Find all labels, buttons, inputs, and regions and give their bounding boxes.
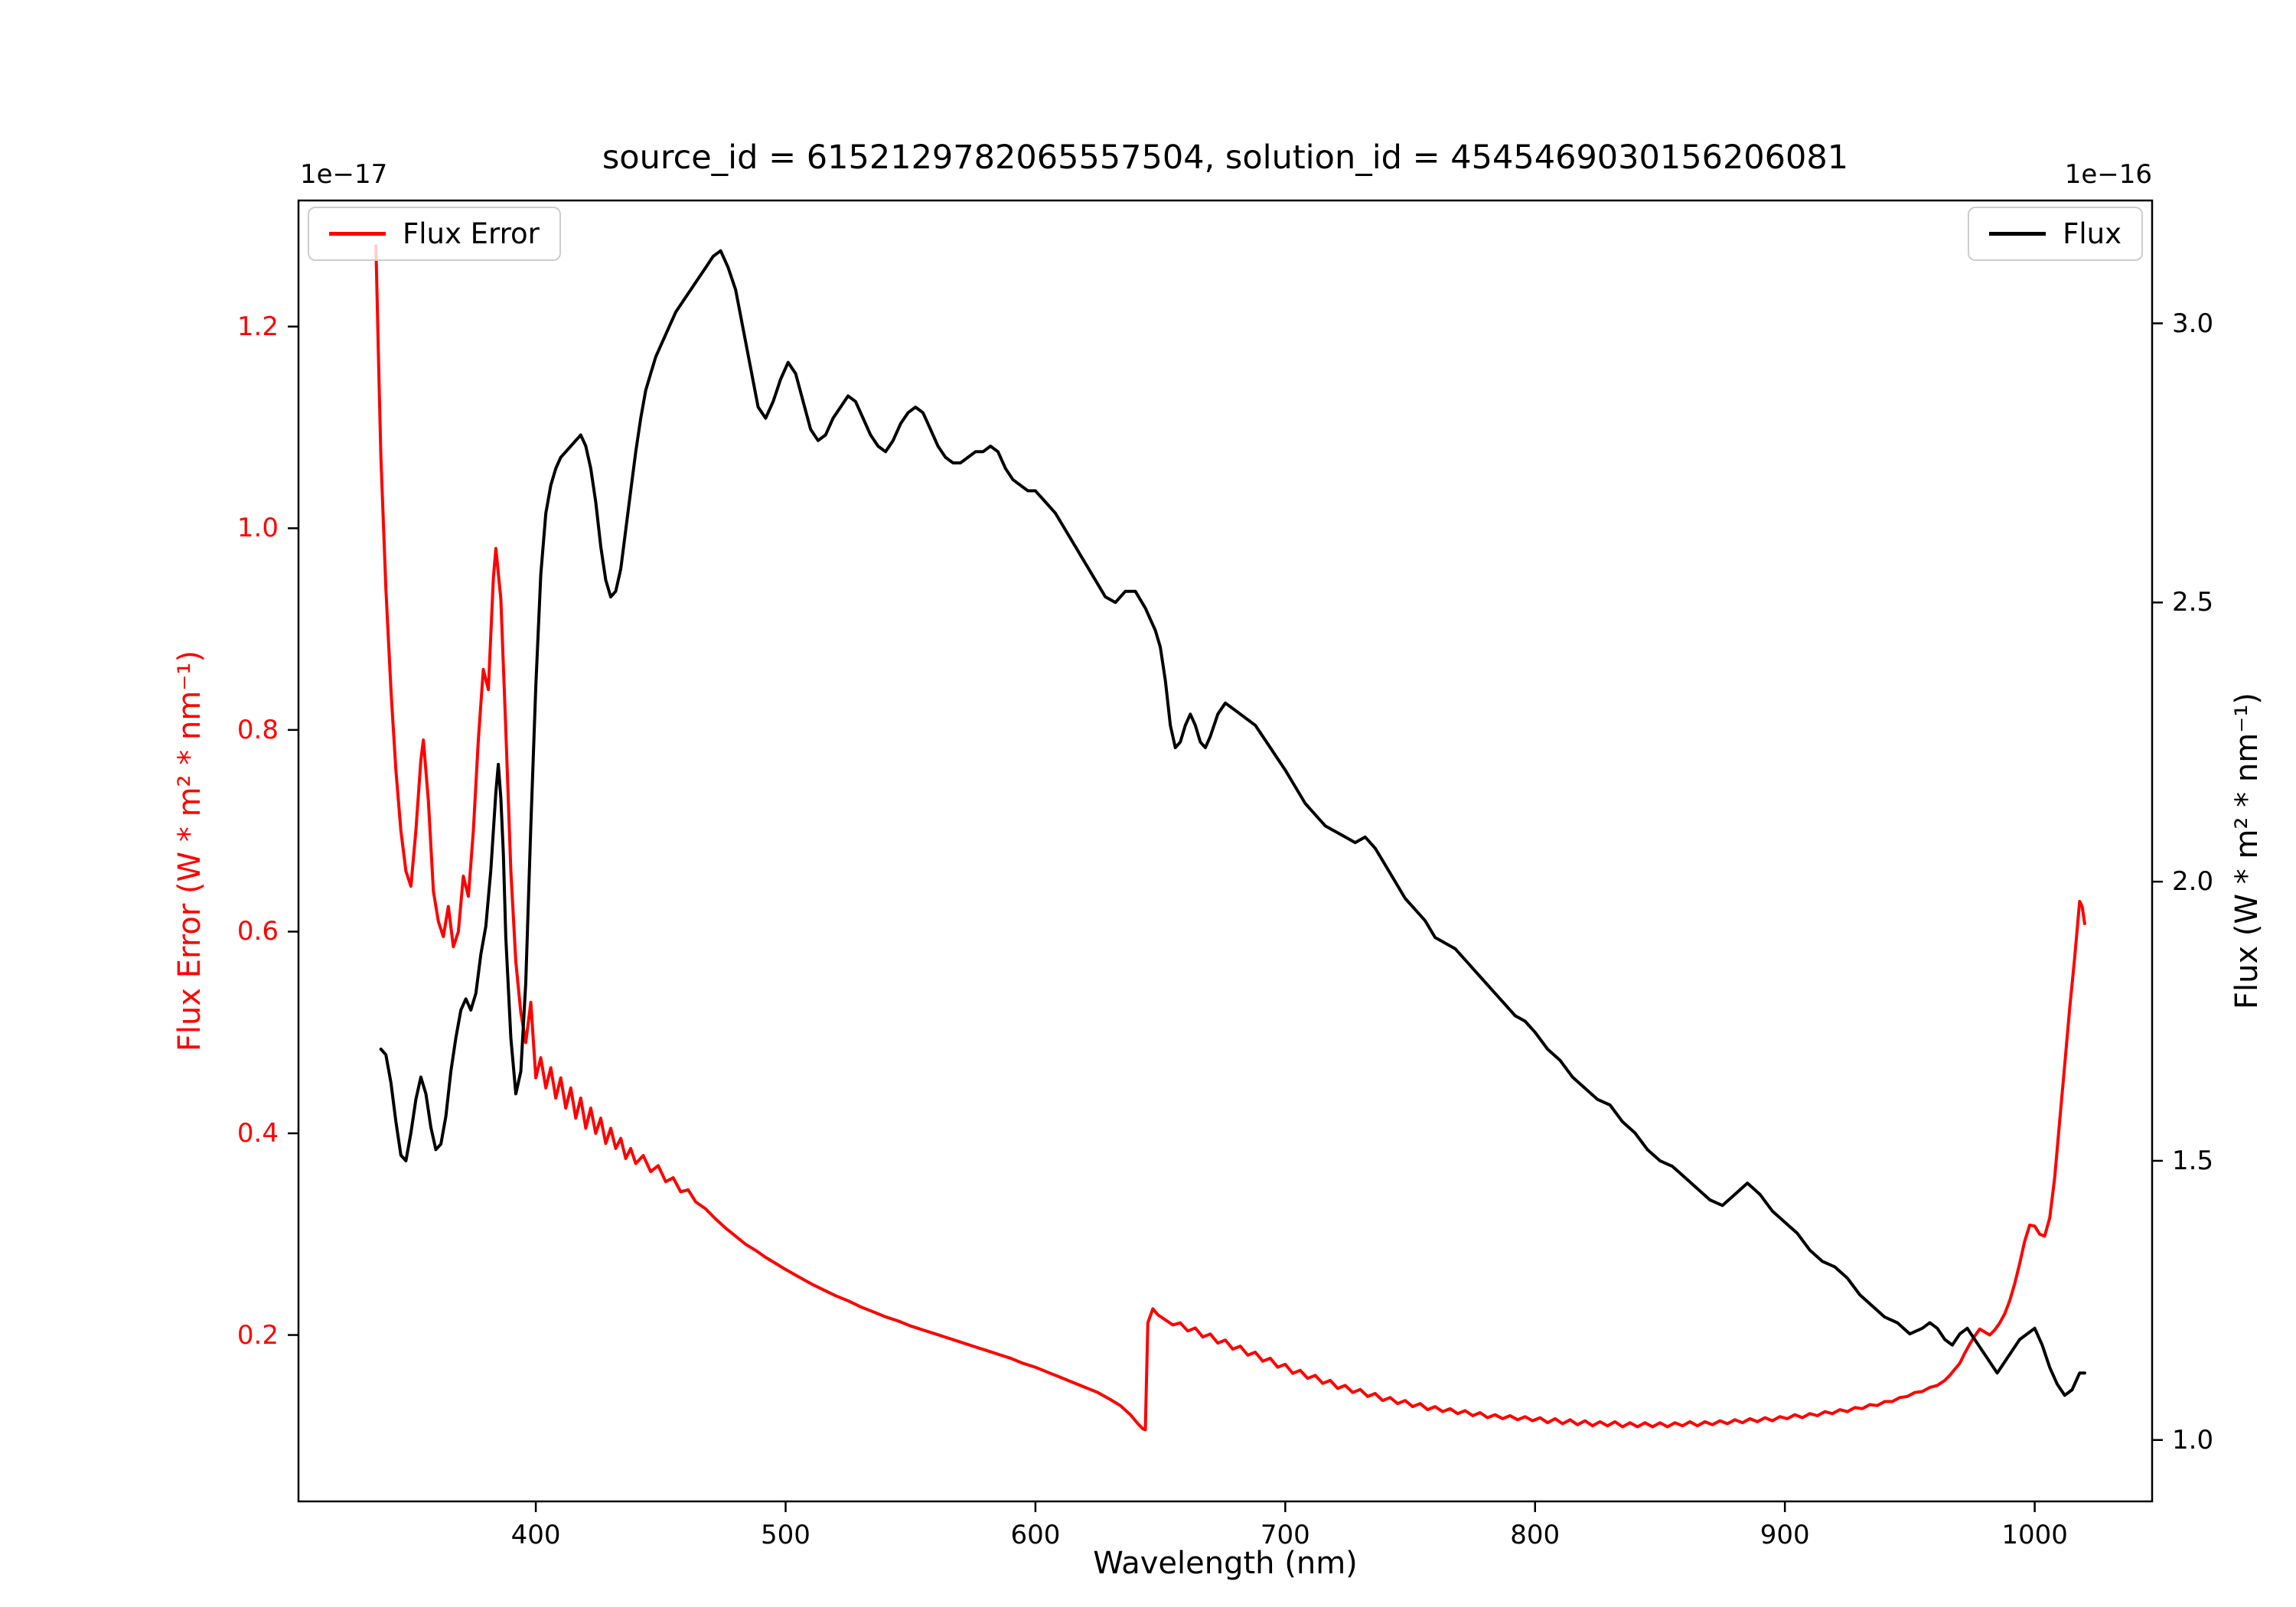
right-y-tick-label: 2.5 [2172,587,2214,618]
x-axis-label: Wavelength (nm) [1093,1546,1358,1581]
flux-legend-label: Flux [2063,217,2122,250]
x-tick-label: 800 [1510,1520,1561,1550]
series-lines [374,244,2086,1432]
flux-error-legend-label: Flux Error [403,217,540,250]
left-y-tick-label: 1.2 [236,311,279,342]
chart-title: source_id = 6152129782065557504, solutio… [602,139,1849,177]
legend-flux: Flux [1968,207,2143,261]
left-y-tick-label: 1.0 [236,513,279,544]
x-tick-label: 700 [1260,1520,1310,1550]
right-y-tick-label: 1.0 [2172,1424,2214,1455]
x-tick-label: 600 [1010,1520,1061,1550]
axes-frame [297,199,2154,1503]
x-tick-label: 500 [761,1520,810,1550]
right-y-tick-label: 2.0 [2172,866,2214,898]
right-y-axis-label: Flux (W * m² * nm⁻¹) [2229,693,2265,1009]
flux-error-line [374,244,2086,1432]
flux-legend-line-sample [1989,232,2047,236]
left-y-tick-label: 0.2 [236,1319,279,1351]
flux-line [379,249,2086,1397]
right-axis-scale-offset: 1e−16 [2064,159,2152,190]
left-y-tick-label: 0.4 [236,1117,279,1149]
flux-error-legend-line-sample [329,232,386,236]
left-y-tick-label: 0.8 [236,714,279,745]
right-y-tick-label: 1.5 [2172,1145,2214,1176]
x-tick-label: 400 [510,1520,561,1550]
left-y-axis-label: Flux Error (W * m² * nm⁻¹) [172,650,207,1052]
x-tick-label: 900 [1760,1520,1810,1550]
legend-flux-error: Flux Error [308,207,561,261]
x-tick-label: 1000 [2001,1520,2068,1550]
right-y-tick-label: 3.0 [2172,308,2214,339]
tick-marks [288,322,2163,1512]
left-y-tick-label: 0.6 [236,916,279,947]
left-axis-scale-offset: 1e−17 [300,159,388,190]
